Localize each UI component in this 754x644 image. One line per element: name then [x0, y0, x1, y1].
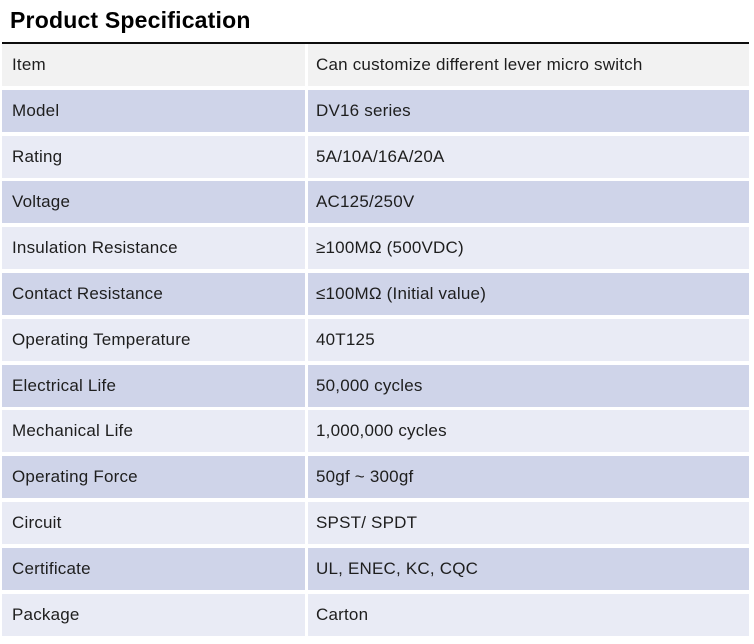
table-row: Insulation Resistance ≥100MΩ (500VDC) — [2, 227, 749, 270]
table-row: Model DV16 series — [2, 89, 749, 132]
spec-value-cell: ≤100MΩ (Initial value) — [308, 272, 749, 315]
spec-value-cell: ≥100MΩ (500VDC) — [308, 227, 749, 270]
table-row: Operating Force 50gf ~ 300gf — [2, 456, 749, 499]
spec-value-cell: Can customize different lever micro swit… — [308, 44, 749, 86]
spec-label-cell: Mechanical Life — [2, 410, 305, 453]
table-row: Voltage AC125/250V — [2, 181, 749, 224]
table-row: Circuit SPST/ SPDT — [2, 501, 749, 544]
spec-label-cell: Rating — [2, 135, 305, 178]
spec-value-cell: AC125/250V — [308, 181, 749, 224]
spec-value-cell: UL, ENEC, KC, CQC — [308, 547, 749, 590]
table-row: Operating Temperature 40T125 — [2, 318, 749, 361]
spec-label-cell: Electrical Life — [2, 364, 305, 407]
spec-label-cell: Certificate — [2, 547, 305, 590]
spec-value-cell: DV16 series — [308, 89, 749, 132]
spec-label-cell: Operating Temperature — [2, 318, 305, 361]
spec-value-cell: 1,000,000 cycles — [308, 410, 749, 453]
table-row: Mechanical Life 1,000,000 cycles — [2, 410, 749, 453]
spec-label-cell: Item — [2, 44, 305, 86]
spec-label-cell: Insulation Resistance — [2, 227, 305, 270]
spec-label-cell: Package — [2, 593, 305, 636]
spec-label-cell: Voltage — [2, 181, 305, 224]
spec-label-cell: Operating Force — [2, 456, 305, 499]
spec-value-cell: 5A/10A/16A/20A — [308, 135, 749, 178]
table-row: Rating 5A/10A/16A/20A — [2, 135, 749, 178]
table-row: Electrical Life 50,000 cycles — [2, 364, 749, 407]
spec-value-cell: Carton — [308, 593, 749, 636]
spec-value-cell: 40T125 — [308, 318, 749, 361]
spec-label-cell: Contact Resistance — [2, 272, 305, 315]
table-row: Contact Resistance ≤100MΩ (Initial value… — [2, 272, 749, 315]
spec-label-cell: Model — [2, 89, 305, 132]
table-row: Item Can customize different lever micro… — [2, 44, 749, 86]
table-row: Certificate UL, ENEC, KC, CQC — [2, 547, 749, 590]
spec-value-cell: 50,000 cycles — [308, 364, 749, 407]
page-title: Product Specification — [10, 7, 251, 33]
spec-value-cell: SPST/ SPDT — [308, 501, 749, 544]
spec-label-cell: Circuit — [2, 501, 305, 544]
table-row: Package Carton — [2, 593, 749, 636]
spec-value-cell: 50gf ~ 300gf — [308, 456, 749, 499]
specification-table: Item Can customize different lever micro… — [2, 42, 749, 639]
